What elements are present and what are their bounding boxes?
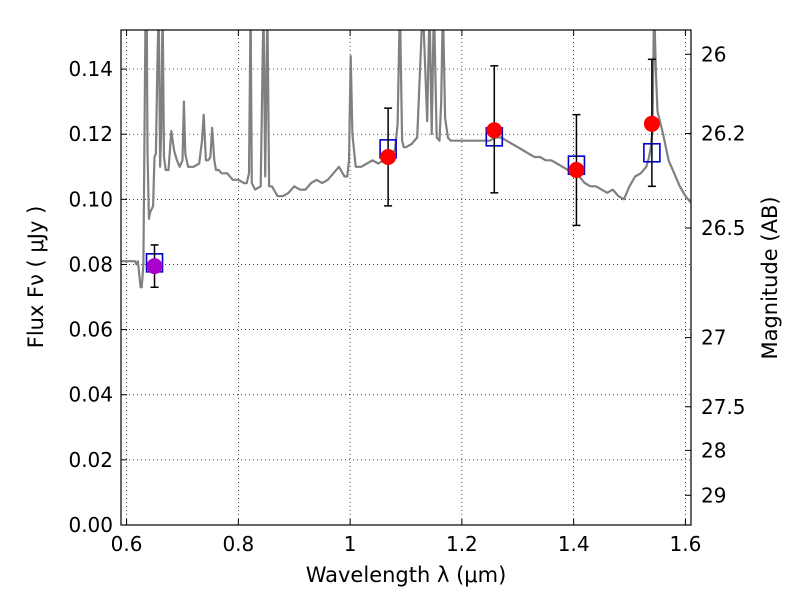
y-tick-label: 0.04 [68, 383, 113, 407]
y2-tick-label: 26.5 [701, 216, 746, 240]
y-tick-label: 0.12 [68, 122, 113, 146]
observed-photometry-point [146, 258, 163, 275]
y-tick-label: 0.14 [68, 57, 113, 81]
observed-photometry-point [643, 115, 660, 132]
y2-tick-label: 28 [701, 438, 726, 462]
y-tick-label: 0.10 [68, 187, 113, 211]
x-tick-label: 0.6 [111, 532, 143, 556]
y-tick-label: 0.06 [68, 318, 113, 342]
spectrum-line [121, 30, 691, 289]
y2-tick-label: 26.2 [701, 121, 746, 145]
y-tick-label: 0.02 [68, 448, 113, 472]
observed-photometry-point [380, 149, 397, 166]
observed-photometry-point [486, 122, 503, 139]
y2-axis-label: Magnitude (AB) [758, 196, 782, 359]
model-spectrum [121, 30, 691, 289]
x-axis-label: Wavelength λ (μm) [306, 563, 507, 587]
grid [121, 30, 691, 526]
x-tick-label: 1.2 [446, 532, 478, 556]
x-tick-label: 0.8 [222, 532, 254, 556]
photometry-points [145, 58, 661, 289]
y2-tick-label: 27.5 [701, 395, 746, 419]
y-tick-label: 0.00 [68, 513, 113, 537]
y2-tick-label: 27 [701, 326, 726, 350]
x-tick-label: 1.4 [558, 532, 590, 556]
y-tick-label: 0.08 [68, 252, 113, 276]
x-tick-label: 1.6 [670, 532, 702, 556]
y2-tick-label: 29 [701, 483, 726, 507]
x-tick-label: 1 [344, 532, 357, 556]
y-axis-label: Flux Fν ( μJy ) [24, 206, 48, 349]
axis-ticks: 0.6 0.8 1 1.2 1.4 1.6 0.00 0.02 0.04 0.06 0.08 0.10… [68, 30, 746, 556]
observed-photometry-point [568, 162, 585, 179]
y2-tick-label: 26 [701, 42, 726, 66]
plot-frame [120, 29, 692, 526]
